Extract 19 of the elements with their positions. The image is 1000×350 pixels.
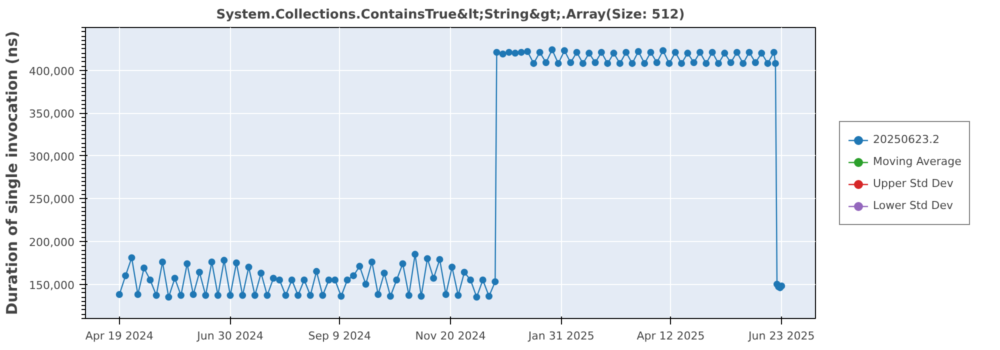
y-tick-label: 250,000 [29, 193, 75, 206]
x-tick-label: Apr 19 2024 [85, 330, 154, 342]
legend-label: 20250623.2 [873, 132, 940, 146]
x-tick-label: Apr 12 2025 [636, 330, 705, 342]
y-tick-label: 150,000 [29, 278, 75, 292]
legend-label: Moving Average [873, 154, 962, 168]
x-tick-label: Nov 20 2024 [415, 330, 486, 342]
y-axis-title: Duration of single invocation (ns) [3, 31, 22, 315]
x-tick-label: Jun 30 2024 [196, 330, 264, 342]
y-tick-label: 350,000 [29, 108, 75, 121]
y-tick-label: 300,000 [29, 150, 75, 164]
x-tick-label: Sep 9 2024 [308, 330, 371, 342]
y-tick-label: 400,000 [29, 64, 75, 78]
x-tick-label: Jan 31 2025 [527, 330, 594, 342]
legend-label: Lower Std Dev [873, 198, 953, 212]
x-tick-label: Jun 23 2025 [748, 330, 815, 342]
legend-label: Upper Std Dev [873, 176, 954, 190]
chart-title: System.Collections.ContainsTrue&lt;String&gt;.Array(Size: 512) [216, 8, 685, 22]
y-tick-label: 200,000 [29, 236, 75, 249]
